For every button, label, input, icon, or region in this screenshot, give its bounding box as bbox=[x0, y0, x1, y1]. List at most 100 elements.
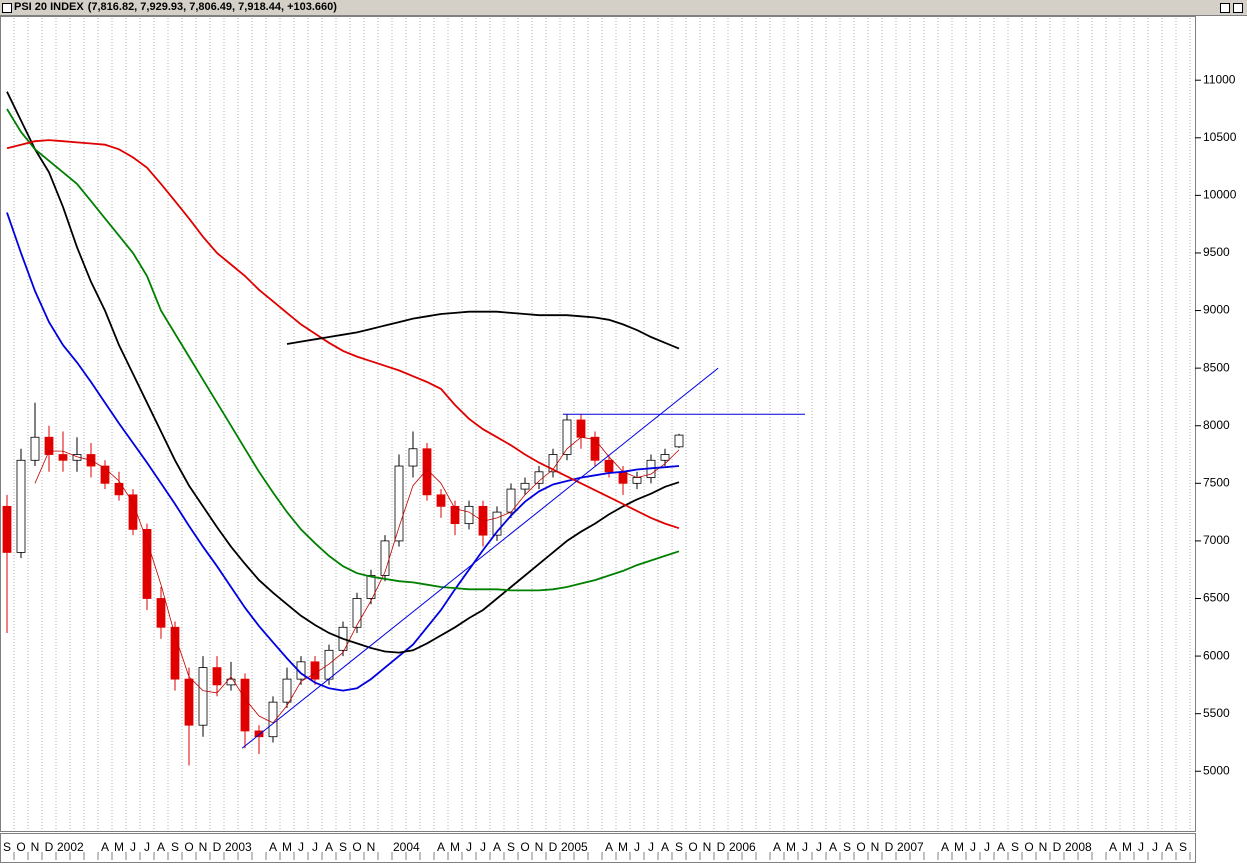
x-tick-label: M bbox=[618, 840, 628, 854]
x-tick-label: D bbox=[1053, 840, 1062, 854]
candle-body bbox=[212, 667, 222, 686]
candle-body bbox=[394, 465, 404, 542]
x-tick-label: O bbox=[1024, 840, 1033, 854]
candle-body bbox=[2, 505, 12, 553]
candle-body bbox=[100, 465, 110, 484]
x-tick-label: A bbox=[1109, 840, 1117, 854]
candle-body bbox=[674, 434, 684, 448]
candle-body bbox=[282, 678, 292, 703]
close-button[interactable] bbox=[1233, 3, 1243, 13]
candle-body bbox=[576, 419, 586, 438]
candle-body bbox=[156, 598, 166, 628]
moving-average bbox=[6, 91, 680, 654]
x-tick-label: D bbox=[45, 840, 54, 854]
x-tick-label: D bbox=[717, 840, 726, 854]
x-tick-label: N bbox=[31, 840, 40, 854]
y-tick-label: 8500 bbox=[1203, 360, 1230, 374]
candle-body bbox=[422, 448, 432, 496]
x-tick-label: 2006 bbox=[729, 840, 756, 854]
candle-body bbox=[142, 528, 152, 599]
x-tick-label: O bbox=[856, 840, 865, 854]
y-tick-label: 5000 bbox=[1203, 763, 1230, 777]
x-tick-label: M bbox=[1122, 840, 1132, 854]
window-icon[interactable] bbox=[2, 3, 12, 13]
x-tick-label: N bbox=[535, 840, 544, 854]
moving-average bbox=[6, 139, 680, 530]
candle-body bbox=[170, 626, 180, 680]
candle-body bbox=[618, 471, 628, 484]
candle-body bbox=[590, 436, 600, 461]
candle-body bbox=[380, 540, 390, 576]
x-tick-label: S bbox=[507, 840, 515, 854]
x-tick-label: J bbox=[970, 840, 976, 854]
x-tick-label: M bbox=[450, 840, 460, 854]
x-tick-label: S bbox=[171, 840, 179, 854]
candle-body bbox=[604, 459, 614, 473]
x-tick-label: D bbox=[885, 840, 894, 854]
x-tick-label: J bbox=[130, 840, 136, 854]
x-tick-label: N bbox=[871, 840, 880, 854]
y-tick-label: 7000 bbox=[1203, 533, 1230, 547]
x-tick-label: 2008 bbox=[1065, 840, 1092, 854]
candle-body bbox=[520, 482, 530, 490]
trend-line bbox=[241, 367, 719, 749]
y-tick-label: 6000 bbox=[1203, 648, 1230, 662]
x-tick-label: J bbox=[648, 840, 654, 854]
candle-body bbox=[660, 454, 670, 461]
x-tick-label: A bbox=[101, 840, 109, 854]
moving-average bbox=[34, 436, 680, 724]
x-tick-label: N bbox=[199, 840, 208, 854]
x-tick-label: S bbox=[1179, 840, 1187, 854]
x-tick-label: J bbox=[298, 840, 304, 854]
x-tick-label: S bbox=[3, 840, 11, 854]
x-tick-label: O bbox=[184, 840, 193, 854]
candle-body bbox=[366, 575, 376, 599]
y-tick-label: 9000 bbox=[1203, 303, 1230, 317]
candle-body bbox=[114, 482, 124, 496]
candle-body bbox=[450, 505, 460, 525]
candle-body bbox=[30, 436, 40, 461]
x-tick-label: O bbox=[520, 840, 529, 854]
x-tick-label: M bbox=[282, 840, 292, 854]
x-tick-label: S bbox=[675, 840, 683, 854]
x-tick-label: 2005 bbox=[561, 840, 588, 854]
x-tick-label: D bbox=[549, 840, 558, 854]
moving-average bbox=[6, 212, 680, 692]
moving-average bbox=[6, 108, 680, 592]
x-tick-label: A bbox=[605, 840, 613, 854]
candle-body bbox=[436, 494, 446, 507]
x-tick-label: M bbox=[114, 840, 124, 854]
x-tick-label: J bbox=[1152, 840, 1158, 854]
candle-body bbox=[534, 471, 544, 484]
x-tick-label: S bbox=[339, 840, 347, 854]
x-tick-label: 2003 bbox=[225, 840, 252, 854]
candle-body bbox=[58, 454, 68, 461]
x-tick-label: 2002 bbox=[57, 840, 84, 854]
x-tick-label: A bbox=[325, 840, 333, 854]
x-tick-label: A bbox=[269, 840, 277, 854]
x-tick-label: M bbox=[786, 840, 796, 854]
x-tick-label: J bbox=[1138, 840, 1144, 854]
x-tick-label: N bbox=[367, 840, 376, 854]
candle-body bbox=[408, 448, 418, 467]
candle-body bbox=[268, 701, 278, 738]
x-tick-label: J bbox=[634, 840, 640, 854]
y-tick-label: 5500 bbox=[1203, 706, 1230, 720]
x-tick-label: A bbox=[437, 840, 445, 854]
x-tick-label: O bbox=[352, 840, 361, 854]
restore-button[interactable] bbox=[1220, 3, 1230, 13]
x-tick-label: D bbox=[213, 840, 222, 854]
candle-body bbox=[16, 459, 26, 553]
x-tick-label: J bbox=[144, 840, 150, 854]
candle-body bbox=[184, 678, 194, 726]
candle-body bbox=[198, 667, 208, 726]
y-tick-label: 8000 bbox=[1203, 418, 1230, 432]
candle-body bbox=[324, 649, 334, 680]
x-tick-label: 2007 bbox=[897, 840, 924, 854]
x-tick-label: J bbox=[480, 840, 486, 854]
y-tick-label: 10500 bbox=[1203, 130, 1237, 144]
candle-body bbox=[128, 494, 138, 530]
x-tick-label: A bbox=[773, 840, 781, 854]
x-axis-frame bbox=[0, 833, 1196, 863]
